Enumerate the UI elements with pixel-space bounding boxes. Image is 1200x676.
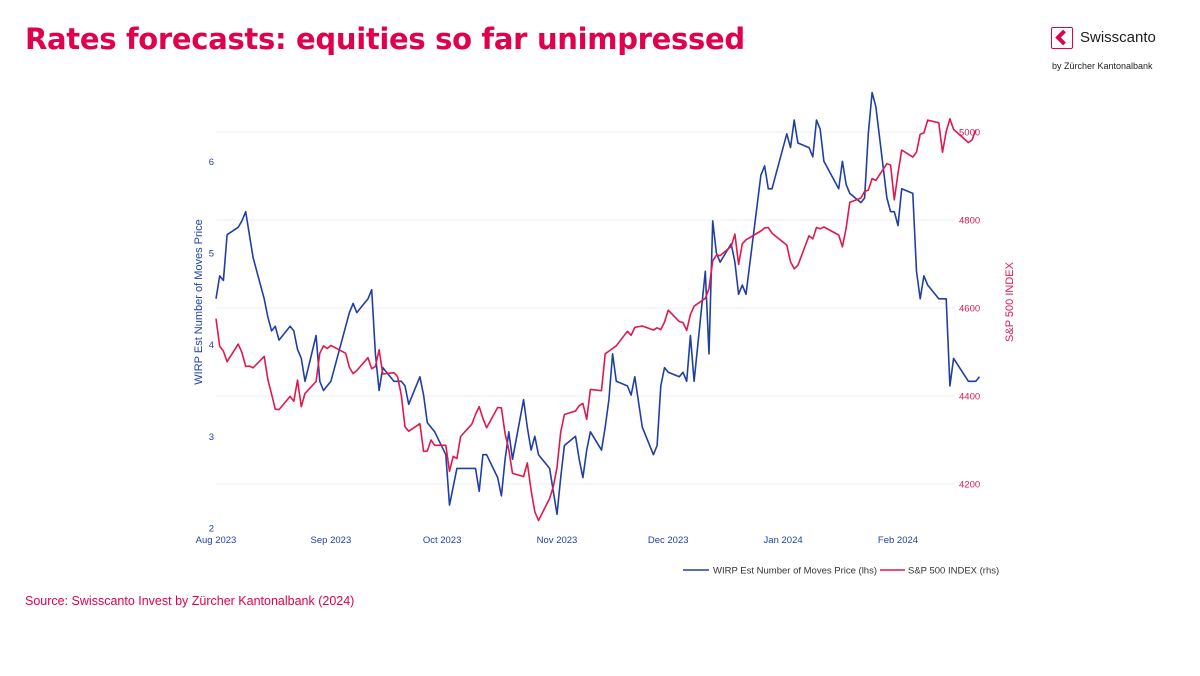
x-tick-label-0: Aug 2023	[196, 535, 237, 546]
x-tick-label-6: Feb 2024	[878, 535, 918, 546]
logo-name: Swisscanto	[1080, 29, 1156, 46]
y-right-tick-label-0: 4200	[959, 480, 980, 491]
gridlines	[216, 131, 955, 485]
x-axis-ticks: Aug 2023 Sep 2023 Oct 2023 Nov 2023 Dec 2023…	[196, 535, 918, 546]
y-right-axis-ticks: 4200 4400 4600 4800 5000	[959, 128, 980, 491]
logo-subtitle: by Zürcher Kantonalbank	[1052, 61, 1153, 71]
x-tick-label-1: Sep 2023	[311, 535, 352, 546]
series-line-wirp	[215, 91, 981, 516]
chart-legend: WIRP Est Number of Moves Price (lhs) S&P…	[683, 566, 999, 577]
x-tick-label-5: Jan 2024	[764, 535, 803, 546]
y-left-axis-title: WIRP Est Number of Moves Price	[193, 219, 205, 384]
y-left-tick-label-3: 5	[209, 249, 214, 260]
y-right-tick-label-2: 4600	[959, 304, 980, 315]
series-layer	[215, 91, 981, 522]
y-left-tick-label-4: 6	[209, 157, 214, 168]
dual-axis-line-chart: 2 3 4 5 6 4200 4400 4600 4800 5000 Aug 2023 Sep 2…	[193, 91, 1016, 577]
x-tick-label-3: Nov 2023	[537, 535, 578, 546]
x-tick-label-4: Dec 2023	[648, 535, 689, 546]
legend-label-wirp: WIRP Est Number of Moves Price (lhs)	[713, 566, 877, 577]
source-note: Source: Swisscanto Invest by Zürcher Kan…	[25, 594, 355, 608]
swisscanto-logo: Swisscanto by Zürcher Kantonalbank	[1051, 27, 1181, 77]
y-right-tick-label-4: 5000	[959, 128, 980, 139]
y-left-axis-ticks: 2 3 4 5 6	[209, 157, 214, 535]
swisscanto-mark-icon	[1051, 27, 1073, 49]
y-right-tick-label-1: 4400	[959, 392, 980, 403]
x-tick-label-2: Oct 2023	[423, 535, 462, 546]
y-left-tick-label-0: 2	[209, 524, 214, 535]
y-left-tick-label-2: 4	[209, 340, 214, 351]
y-right-axis-title: S&P 500 INDEX	[1004, 261, 1016, 342]
legend-label-sp500: S&P 500 INDEX (rhs)	[908, 566, 999, 577]
y-left-tick-label-1: 3	[209, 432, 214, 443]
series-line-sp500	[215, 118, 977, 522]
page-title: Rates forecasts: equities so far unimpre…	[25, 22, 745, 56]
y-right-tick-label-3: 4800	[959, 216, 980, 227]
